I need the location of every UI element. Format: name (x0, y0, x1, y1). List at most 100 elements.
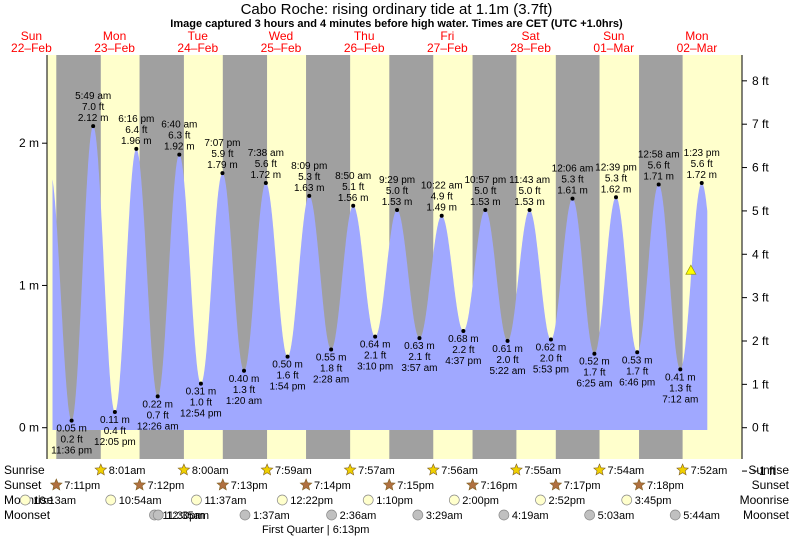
almanac-row-label-left: Sunset (4, 478, 42, 492)
low-tide-label: 0.62 m (536, 343, 567, 354)
high-tide-label: 1.92 m (164, 142, 195, 153)
high-tide-label: 1.79 m (207, 160, 238, 171)
moonset-time: 11:30pm (162, 510, 204, 522)
sunrise-icon (94, 463, 108, 476)
extreme-point (177, 152, 182, 157)
sunset-time: 7:17pm (564, 480, 601, 492)
day-labels: Sun22–FebMon23–FebTue24–FebWed25–FebThu2… (11, 29, 717, 55)
chart-title: Cabo Roche: rising ordinary tide at 1.1m… (240, 1, 553, 18)
high-tide-label: 12:06 am (552, 164, 594, 175)
sunset-icon (382, 478, 396, 491)
moonrise-icon (362, 494, 374, 506)
low-tide-label: 1.8 ft (320, 363, 342, 374)
high-tide-label: 5.6 ft (691, 159, 713, 170)
sunset-icon (466, 478, 480, 491)
low-tide-label: 0.52 m (579, 357, 610, 368)
sunset-icon (299, 478, 313, 491)
high-tide-label: 10:22 am (421, 181, 463, 192)
moonset-icon (326, 509, 337, 521)
high-tide-label: 5:49 am (75, 91, 111, 102)
low-tide-label: 2.0 ft (496, 355, 518, 366)
day-of-week-label: Thu (354, 29, 375, 43)
low-tide-label: 0.31 m (186, 387, 217, 398)
extreme-point (592, 351, 597, 356)
low-tide-label: 6:25 am (576, 379, 612, 390)
low-tide-label: 0.40 m (229, 374, 260, 385)
moonset-time: 2:36am (340, 510, 377, 522)
low-tide-label: 11:36 pm (51, 446, 92, 457)
right-tick-label: 5 ft (752, 204, 769, 218)
extreme-point (69, 418, 74, 423)
sunrise-icon (509, 463, 523, 476)
high-tide-label: 7:38 am (248, 148, 284, 159)
high-tide-label: 4.9 ft (431, 192, 453, 203)
extreme-point (505, 338, 510, 343)
moonrise-icon (621, 494, 633, 506)
extreme-point (699, 181, 704, 186)
low-tide-label: 1.7 ft (583, 368, 605, 379)
sunset-time: 7:12pm (148, 480, 185, 492)
almanac-rows: SunriseSunriseSunsetSunsetMoonriseMoonri… (4, 463, 790, 536)
low-tide-label: 1.7 ft (626, 366, 648, 377)
sunset-icon (632, 478, 646, 491)
moonset-time: 1:37am (253, 510, 290, 522)
low-tide-label: 12:05 pm (94, 437, 136, 448)
moonrise-time: 3:45pm (635, 495, 672, 507)
high-tide-label: 1.53 m (470, 197, 501, 208)
sunset-time: 7:15pm (397, 480, 434, 492)
low-tide-label: 4:37 pm (445, 356, 481, 367)
high-tide-label: 5.0 ft (518, 186, 540, 197)
extreme-point (635, 350, 640, 355)
high-tide-label: 6.3 ft (168, 131, 190, 142)
moonrise-time: 11:37am (204, 495, 246, 507)
extreme-point (461, 328, 466, 333)
moonset-time: 5:03am (598, 510, 635, 522)
moonset-icon (412, 509, 424, 521)
right-tick-label: 7 ft (752, 117, 769, 131)
high-tide-label: 1.63 m (294, 183, 325, 194)
right-tick-label: 8 ft (752, 74, 769, 88)
extreme-point (613, 195, 618, 200)
low-tide-label: 1.3 ft (669, 383, 691, 394)
sunset-time: 7:14pm (314, 480, 351, 492)
right-tick-label: 1 ft (752, 377, 769, 391)
extreme-point (155, 394, 160, 399)
high-tide-label: 8:09 pm (291, 161, 327, 172)
date-label: 23–Feb (94, 41, 135, 55)
moonset-time: 4:19am (512, 510, 549, 522)
tide-area (52, 126, 708, 430)
high-tide-label: 5.3 ft (298, 172, 320, 183)
low-tide-label: 0.61 m (492, 344, 523, 355)
low-tide-label: 0.4 ft (104, 426, 126, 437)
extreme-point (285, 354, 290, 359)
moonrise-time: 2:52pm (548, 495, 585, 507)
extreme-point (656, 182, 661, 187)
high-tide-label: 2.12 m (78, 113, 109, 124)
sunrise-icon (426, 463, 440, 476)
moonrise-icon (448, 494, 460, 506)
moonrise-time: 2:00pm (462, 495, 499, 507)
high-tide-label: 1.72 m (251, 170, 282, 181)
low-tide-label: 0.11 m (100, 415, 130, 426)
sunset-icon (216, 478, 230, 491)
moonset-icon (239, 509, 251, 521)
right-tick-label: −1 ft (752, 464, 776, 478)
right-tick-label: 4 ft (752, 247, 769, 261)
extreme-point (134, 146, 139, 151)
date-label: 01–Mar (593, 41, 634, 55)
high-tide-label: 6.4 ft (125, 125, 147, 136)
moonset-time: 3:29am (426, 510, 463, 522)
date-label: 26–Feb (344, 41, 385, 55)
low-tide-label: 6:46 pm (619, 377, 655, 388)
sunset-icon (133, 478, 147, 491)
date-label: 02–Mar (677, 41, 718, 55)
high-tide-label: 7.0 ft (82, 102, 104, 113)
low-tide-label: 2.2 ft (452, 345, 474, 356)
moonset-icon (669, 509, 681, 521)
high-tide-label: 1.56 m (338, 193, 369, 204)
low-tide-label: 0.68 m (448, 334, 479, 345)
date-label: 25–Feb (261, 41, 302, 55)
date-label: 22–Feb (11, 41, 52, 55)
moonrise-time: 1:10pm (376, 495, 413, 507)
